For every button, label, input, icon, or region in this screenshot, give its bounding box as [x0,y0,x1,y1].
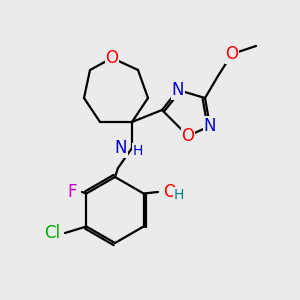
Text: H: H [133,144,143,158]
Text: O: O [106,49,118,67]
Text: F: F [68,183,77,201]
Text: N: N [204,117,216,135]
Text: O: O [226,45,238,63]
Text: O: O [163,183,176,201]
Text: N: N [115,139,127,157]
Text: O: O [182,127,194,145]
Text: N: N [172,81,184,99]
Text: H: H [174,188,184,202]
Text: Cl: Cl [44,224,60,242]
